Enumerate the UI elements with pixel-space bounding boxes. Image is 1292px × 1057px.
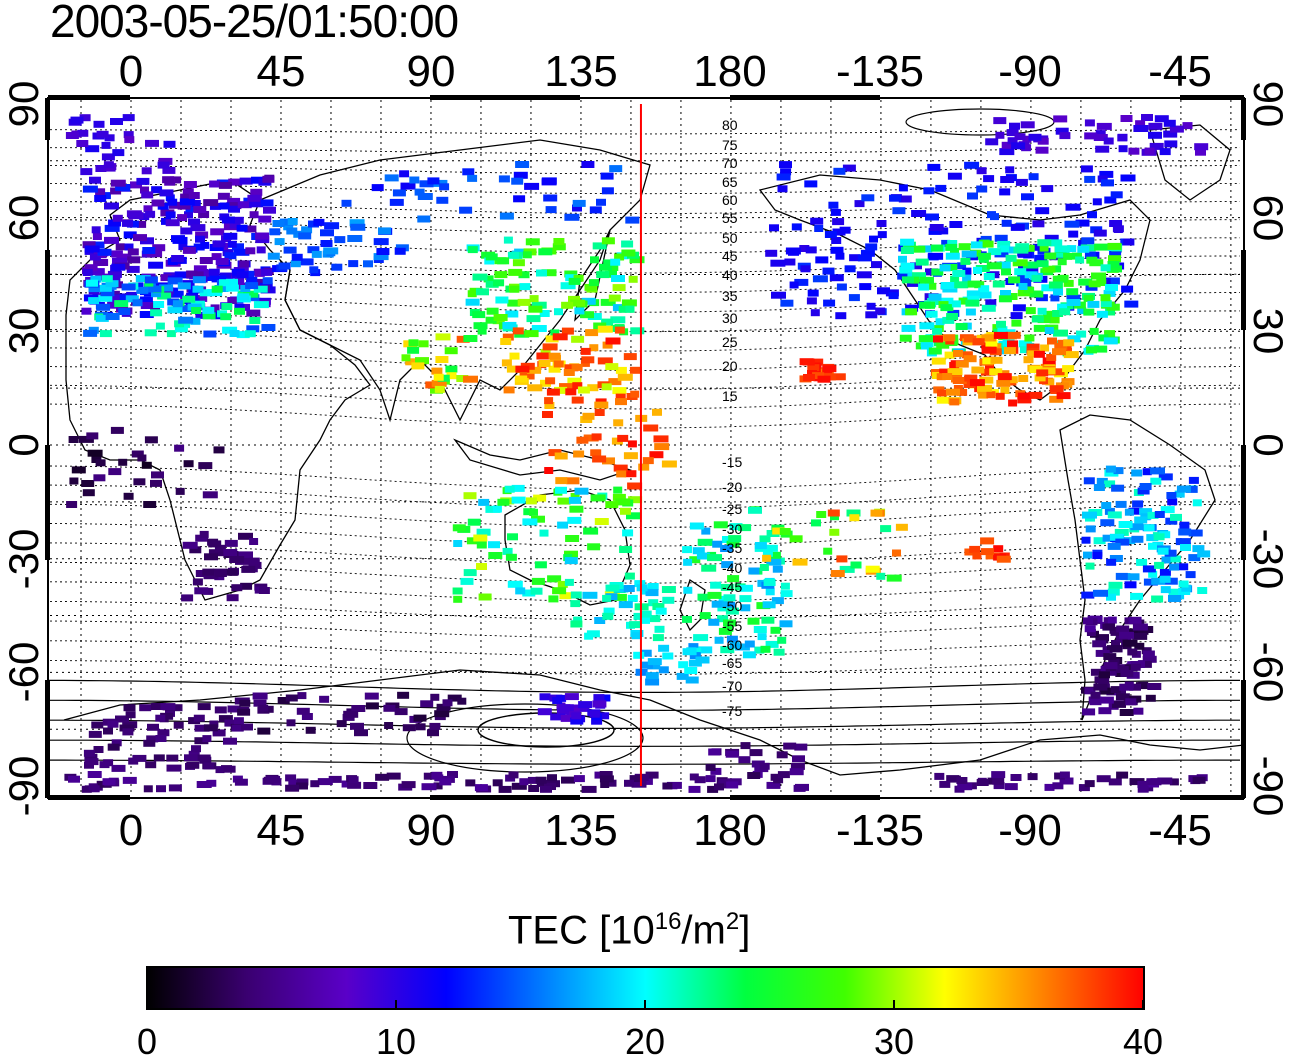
timestamp-label: 2003-05-25/01:50:00 (50, 0, 459, 47)
lon-tick-label-bottom: -45 (1148, 806, 1212, 855)
tec-data-pixels (64, 114, 1211, 793)
lat-tick-label-right: -90 (1245, 756, 1292, 817)
contour-label: -20 (722, 479, 742, 495)
lat-tick-label-right: 90 (1245, 81, 1292, 128)
contour-label: 40 (722, 267, 738, 283)
contour-label: 80 (722, 117, 738, 133)
lon-tick-label-top: -135 (836, 47, 924, 96)
lat-tick-label-right: -30 (1245, 529, 1292, 590)
lon-labels-top: 0 45 90 135 180 -135 -90 -45 (119, 47, 1212, 96)
contour-label: 30 (722, 310, 738, 326)
lon-tick-label-top: 90 (407, 47, 456, 96)
lon-tick-label-top: 0 (119, 47, 143, 96)
contour-label: -30 (722, 521, 742, 537)
lat-tick-label-left: 30 (0, 308, 47, 355)
contour-label: 55 (722, 210, 738, 226)
contour-label: -55 (722, 618, 742, 634)
contour-label: 75 (722, 137, 738, 153)
contour-label: -15 (722, 454, 742, 470)
lat-tick-label-left: -90 (0, 756, 47, 817)
colorbar-tick-label: 30 (874, 1021, 914, 1057)
contour-label: 20 (722, 358, 738, 374)
colorbar-tick-label: 10 (376, 1021, 416, 1057)
lat-tick-label-right: -60 (1245, 642, 1292, 703)
contour-label: 50 (722, 230, 738, 246)
contour-label: 25 (722, 334, 738, 350)
colorbar-tick-label: 0 (137, 1021, 157, 1057)
contour-label: -65 (722, 655, 742, 671)
lon-tick-label-bottom: 135 (544, 806, 617, 855)
lon-tick-label-top: 45 (257, 47, 306, 96)
lat-tick-label-right: 30 (1245, 308, 1292, 355)
contour-label: 35 (722, 288, 738, 304)
contour-label: 65 (722, 174, 738, 190)
contour-label: -75 (722, 703, 742, 719)
lat-tick-label-right: 60 (1245, 195, 1292, 242)
lon-tick-label-bottom: 180 (693, 806, 766, 855)
contour-labels: 80 75 70 65 60 55 50 45 40 35 30 25 20 15 -15 -20 -25 -30… (722, 117, 742, 719)
lat-tick-label-left: 90 (0, 81, 47, 128)
contour-label: -45 (722, 579, 742, 595)
contour-label: -70 (722, 678, 742, 694)
contour-label: -40 (722, 560, 742, 576)
lat-labels-left: 90 60 30 0 -30 -60 -90 (0, 81, 47, 817)
colorbar-ticks: 0 10 20 30 40 (137, 1000, 1163, 1057)
lon-tick-label-top: 180 (693, 47, 766, 96)
colorbar-tick-label: 40 (1123, 1021, 1163, 1057)
contour-label: 15 (722, 388, 738, 404)
lon-tick-label-bottom: 0 (119, 806, 143, 855)
lat-tick-label-left: -30 (0, 529, 47, 590)
lon-tick-label-bottom: 90 (407, 806, 456, 855)
lat-tick-label-right: 0 (1245, 433, 1292, 456)
lon-tick-label-top: 135 (544, 47, 617, 96)
lon-tick-label-bottom: 45 (257, 806, 306, 855)
contour-label: -35 (722, 540, 742, 556)
lon-labels-bottom: 0 45 90 135 180 -135 -90 -45 (119, 806, 1212, 855)
lat-tick-label-left: -60 (0, 642, 47, 703)
contour-label: 70 (722, 155, 738, 171)
lat-tick-label-left: 0 (0, 433, 47, 456)
contour-label: -50 (722, 598, 742, 614)
contour-label: 45 (722, 248, 738, 264)
lon-tick-label-top: -45 (1148, 47, 1212, 96)
contour-label: -60 (722, 637, 742, 653)
colorbar-title: TEC [1016/m2] (508, 908, 751, 953)
colorbar-tick-label: 20 (625, 1021, 665, 1057)
contour-label: 60 (722, 192, 738, 208)
frame-tick-bars (45, 95, 1246, 800)
lon-tick-label-bottom: -135 (836, 806, 924, 855)
lat-tick-label-left: 60 (0, 195, 47, 242)
lon-tick-label-bottom: -90 (998, 806, 1062, 855)
contour-label: -25 (722, 501, 742, 517)
lat-labels-right: 90 60 30 0 -30 -60 -90 (1245, 81, 1292, 817)
lon-tick-label-top: -90 (998, 47, 1062, 96)
